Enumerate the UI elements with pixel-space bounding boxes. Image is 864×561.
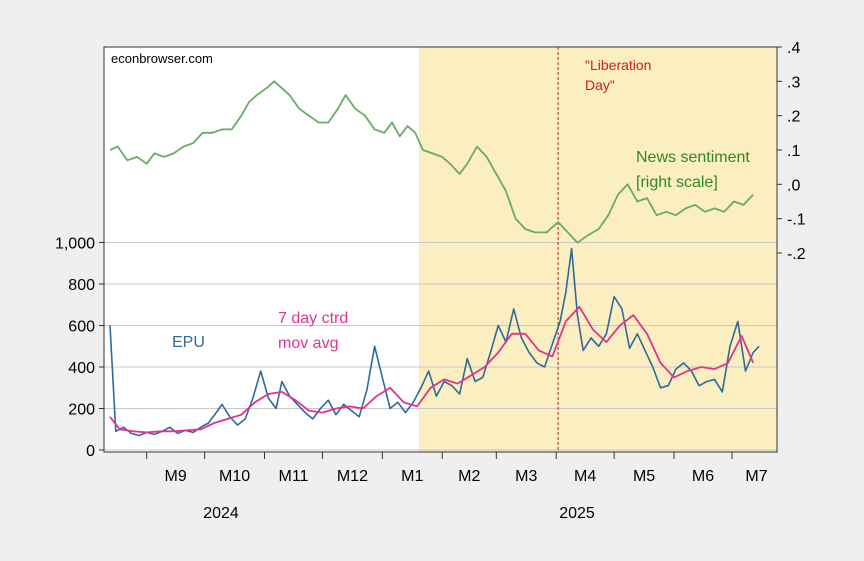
x-month-label: M4: [574, 468, 596, 485]
right-tick-label: .2: [787, 109, 800, 126]
left-tick-label: 200: [68, 402, 95, 419]
gridlines: [104, 242, 777, 451]
series-line-7-day-ctrd-mov-avg: [109, 305, 755, 434]
plot-frame: [103, 46, 778, 453]
ma-label-line1: 7 day ctrd: [278, 310, 348, 327]
right-axis: .4 .3 .2 .1 .0 -.1 -.2: [777, 40, 806, 263]
x-month-label: M12: [337, 468, 368, 485]
left-tick-label: 1,000: [55, 236, 95, 253]
x-year-label: 2024: [203, 505, 239, 522]
left-tick-label: 400: [68, 360, 95, 377]
left-tick-label: 800: [68, 277, 95, 294]
x-month-label: M10: [219, 468, 250, 485]
x-month-label: M2: [458, 468, 480, 485]
x-month-label: M1: [401, 468, 423, 485]
news-sentiment-label-line1: News sentiment: [636, 149, 750, 166]
right-tick-label: .1: [787, 143, 800, 160]
x-year-label: 2025: [559, 505, 595, 522]
left-tick-label: 600: [68, 319, 95, 336]
source-label: econbrowser.com: [111, 51, 213, 66]
liberation-day-label-line2: Day": [585, 77, 615, 93]
x-month-label: M6: [692, 468, 714, 485]
x-month-label: M5: [633, 468, 655, 485]
epu-label: EPU: [172, 334, 205, 351]
series-layer: [109, 80, 760, 437]
x-month-label: M7: [745, 468, 767, 485]
x-month-label: M9: [165, 468, 187, 485]
x-month-label: M3: [515, 468, 537, 485]
series-line-news-sentiment: [109, 80, 754, 244]
right-tick-label: .4: [787, 40, 800, 57]
x-month-label: M11: [279, 468, 309, 485]
series-line-epu: [109, 247, 760, 437]
x-axis: M9 M10 M11 M12 M1 M2 M3 M4 M5 M6 M7 2024 2025: [146, 452, 768, 522]
right-tick-label: .3: [787, 74, 800, 91]
left-axis: 0 200 400 600 800 1,000: [55, 236, 104, 460]
right-tick-label: -.1: [787, 212, 806, 229]
left-tick-label: 0: [86, 443, 95, 460]
news-sentiment-label-line2: [right scale]: [636, 174, 718, 191]
ma-label-line2: mov avg: [278, 335, 338, 352]
shaded-period: [419, 47, 777, 452]
right-tick-label: -.2: [787, 246, 806, 263]
right-tick-label: .0: [787, 177, 800, 194]
liberation-day-label-line1: "Liberation: [585, 57, 651, 73]
